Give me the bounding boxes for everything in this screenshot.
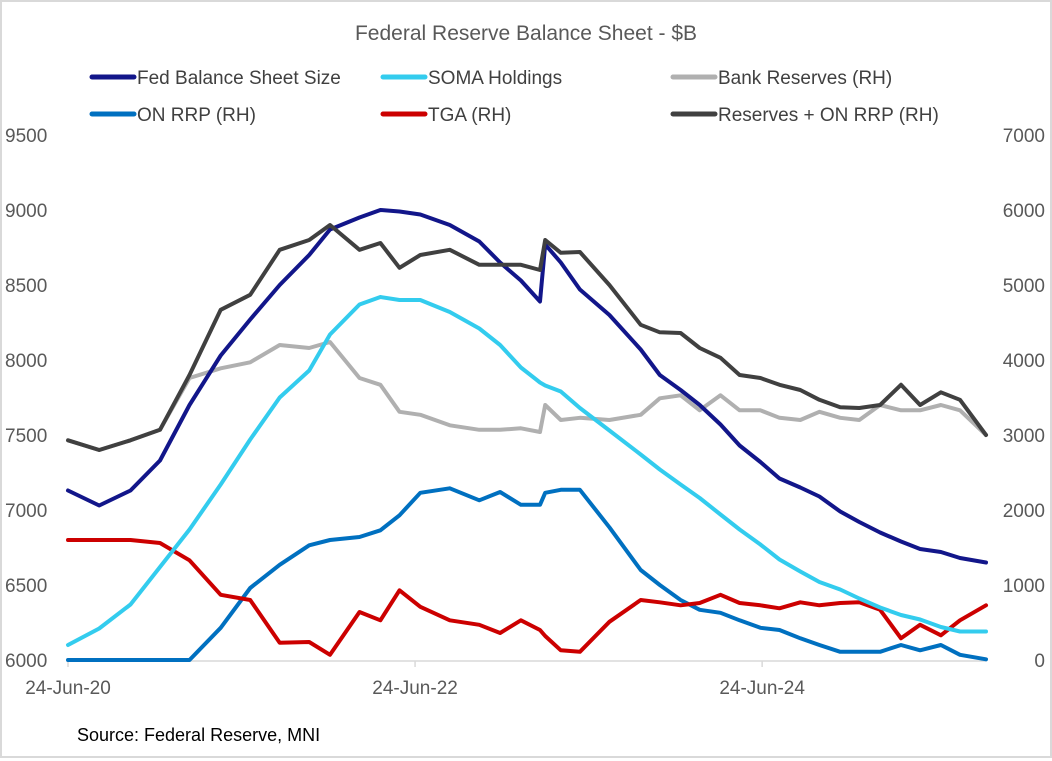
series-line-bank-reserves-rh bbox=[66, 340, 988, 452]
series-line-tga-rh bbox=[66, 538, 988, 657]
legend-item: Bank Reserves (RH) bbox=[670, 68, 892, 89]
x-axis: 24-Jun-20 24-Jun-22 24-Jun-24 bbox=[25, 661, 805, 699]
legend-label: Bank Reserves (RH) bbox=[718, 68, 892, 89]
legend-label: Reserves + ON RRP (RH) bbox=[718, 105, 939, 126]
legend-item: SOMA Holdings bbox=[380, 68, 562, 89]
y-left-tick-label: 7000 bbox=[5, 501, 47, 522]
series-line-reserves-on-rrp-rh bbox=[66, 223, 988, 452]
y-right-tick-label: 0 bbox=[1034, 651, 1045, 672]
series-line-soma-holdings bbox=[66, 295, 988, 647]
legend-item: Fed Balance Sheet Size bbox=[89, 68, 341, 89]
legend-label: ON RRP (RH) bbox=[137, 105, 256, 126]
legend-label: TGA (RH) bbox=[428, 105, 511, 126]
series-line-on-rrp-rh bbox=[66, 486, 988, 662]
y-right-tick-label: 5000 bbox=[1003, 276, 1045, 297]
legend-item: ON RRP (RH) bbox=[89, 105, 256, 126]
y-right-tick-label: 3000 bbox=[1003, 426, 1045, 447]
y-right-tick-label: 4000 bbox=[1003, 351, 1045, 372]
y-left-tick-label: 7500 bbox=[5, 426, 47, 447]
chart-title: Federal Reserve Balance Sheet - $B bbox=[355, 22, 697, 45]
y-left-tick-label: 9500 bbox=[5, 126, 47, 147]
legend-label: SOMA Holdings bbox=[428, 68, 562, 89]
x-tick-label: 24-Jun-22 bbox=[372, 678, 458, 699]
y-axis-right: 0 1000 2000 3000 4000 5000 6000 7000 bbox=[1003, 126, 1045, 672]
y-axis-left: 6000 6500 7000 7500 8000 8500 9000 9500 bbox=[5, 126, 47, 672]
y-left-tick-label: 6000 bbox=[5, 651, 47, 672]
legend-label: Fed Balance Sheet Size bbox=[137, 68, 341, 89]
legend-item: TGA (RH) bbox=[380, 105, 511, 126]
y-right-tick-label: 7000 bbox=[1003, 126, 1045, 147]
y-left-tick-label: 8500 bbox=[5, 276, 47, 297]
y-right-tick-label: 2000 bbox=[1003, 501, 1045, 522]
y-left-tick-label: 8000 bbox=[5, 351, 47, 372]
series-line-fed-balance-sheet-size bbox=[66, 208, 988, 565]
y-right-tick-label: 1000 bbox=[1003, 576, 1045, 597]
legend-item: Reserves + ON RRP (RH) bbox=[670, 105, 939, 126]
y-left-tick-label: 9000 bbox=[5, 201, 47, 222]
legend: Fed Balance Sheet Size SOMA Holdings Bank … bbox=[89, 68, 939, 126]
y-left-tick-label: 6500 bbox=[5, 576, 47, 597]
source-note: Source: Federal Reserve, MNI bbox=[77, 725, 320, 745]
y-right-tick-label: 6000 bbox=[1003, 201, 1045, 222]
x-tick-label: 24-Jun-20 bbox=[25, 678, 111, 699]
x-tick-label: 24-Jun-24 bbox=[719, 678, 805, 699]
series-lines bbox=[66, 208, 988, 662]
